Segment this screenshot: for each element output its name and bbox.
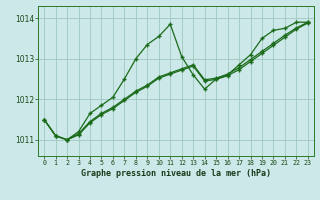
- X-axis label: Graphe pression niveau de la mer (hPa): Graphe pression niveau de la mer (hPa): [81, 169, 271, 178]
